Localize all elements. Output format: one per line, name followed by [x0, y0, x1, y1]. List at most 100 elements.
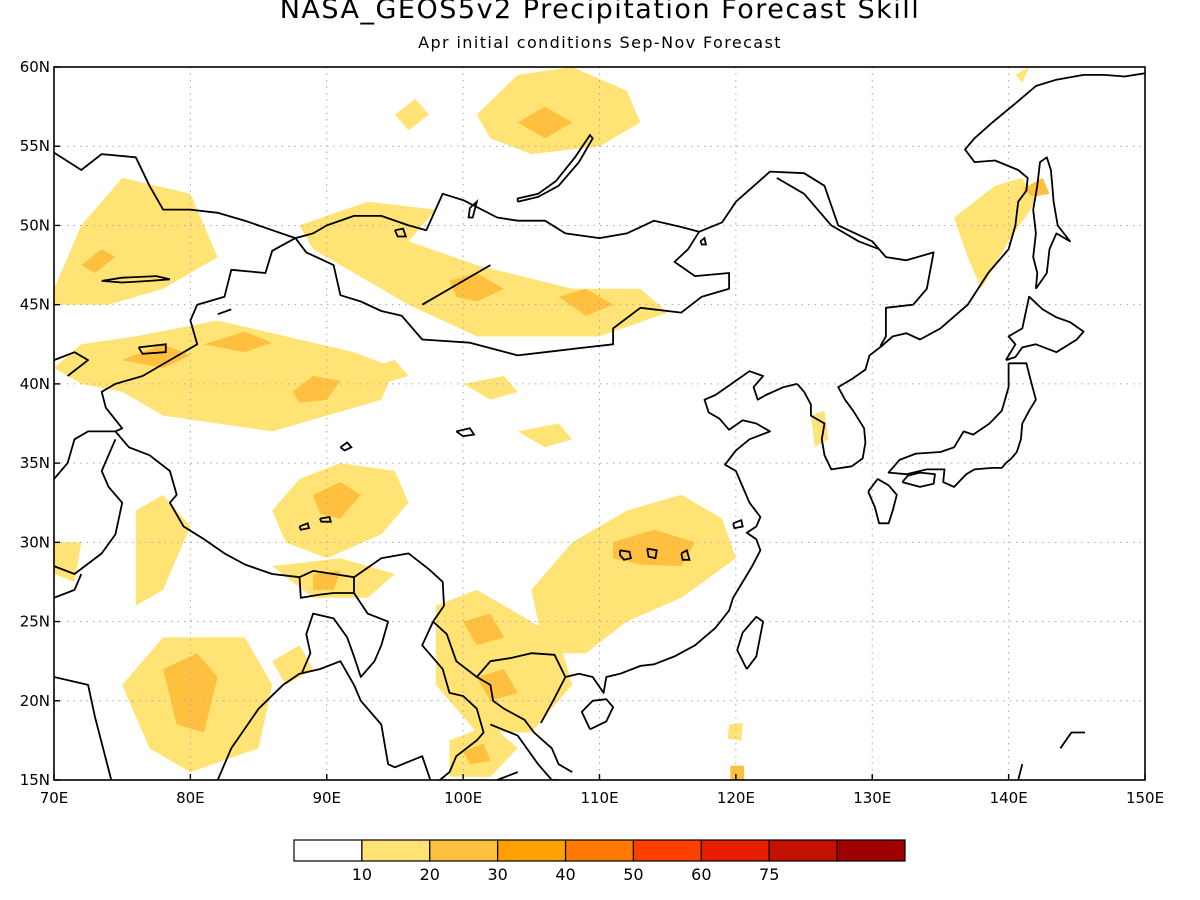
- lat-tick-label-40: 40N: [20, 375, 50, 393]
- skill-region-30: [463, 376, 518, 400]
- skill-region-1: [54, 177, 218, 305]
- skill-region-35: [810, 410, 829, 448]
- coastline-5: [540, 370, 798, 724]
- colorbar-swatch-8: [768, 839, 838, 862]
- coastline-12: [867, 478, 898, 525]
- skill-region-37: [730, 765, 745, 780]
- lake-outline-12: [394, 227, 408, 238]
- skill-shading-layer: [54, 67, 1050, 780]
- lon-tick-label-70: 70E: [40, 789, 69, 807]
- lake-outline-2: [137, 343, 167, 355]
- colorbar-swatch-6: [632, 839, 702, 862]
- lake-outline-4: [339, 441, 353, 452]
- lon-tick-label-80: 80E: [176, 789, 205, 807]
- colorbar-label-20: 20: [420, 865, 440, 884]
- coastline-26: [421, 621, 485, 780]
- coastline-7: [580, 698, 614, 731]
- lake-outline-5: [455, 427, 476, 438]
- lon-tick-label-150: 150E: [1126, 789, 1164, 807]
- skill-region-36: [727, 723, 743, 741]
- lon-tick-label-120: 120E: [717, 789, 755, 807]
- colorbar-label-10: 10: [352, 865, 372, 884]
- coastline-10: [1005, 295, 1085, 361]
- colorbar-label-75: 75: [759, 865, 779, 884]
- skill-region-10: [122, 344, 191, 368]
- lake-outline-7: [319, 515, 332, 523]
- colorbar-swatch-2: [361, 839, 431, 862]
- colorbar-swatch-3: [429, 839, 499, 862]
- coastline-20: [54, 351, 89, 377]
- lake-outline-14: [699, 236, 708, 246]
- skill-region-13: [367, 360, 409, 384]
- coastline-25: [54, 438, 124, 575]
- skill-region-8: [558, 288, 614, 316]
- lake-outline-1: [516, 133, 594, 203]
- skill-region-3: [476, 67, 641, 155]
- skill-region-5: [394, 98, 429, 131]
- coastline-8: [736, 615, 764, 670]
- lake-outline-13: [467, 198, 479, 219]
- lake-outline-8: [619, 549, 632, 561]
- coastline-24: [301, 592, 390, 678]
- colorbar-swatch-1: [293, 839, 363, 862]
- latitude-axis: 15N 20N 25N 30N 35N 40N 45N 50N 55N 60N: [20, 58, 60, 789]
- colorbar-label-60: 60: [691, 865, 711, 884]
- colorbar: 10 20 30 40 50 60 75: [293, 839, 906, 884]
- lat-tick-label-60: 60N: [20, 58, 50, 76]
- coastline-4: [496, 771, 519, 780]
- coastline-22: [428, 568, 567, 678]
- skill-region-11: [204, 331, 273, 353]
- coastline-23: [298, 577, 355, 599]
- colorbar-label-40: 40: [555, 865, 575, 884]
- coastline-32: [217, 308, 232, 316]
- skill-region-25: [476, 669, 518, 701]
- colorbar-label-50: 50: [623, 865, 643, 884]
- lon-tick-label-130: 130E: [853, 789, 891, 807]
- coastline-29: [776, 177, 880, 251]
- skill-region-28: [531, 494, 736, 654]
- coastline-16: [54, 151, 296, 239]
- coastline-1: [54, 676, 113, 780]
- skill-region-29: [613, 529, 695, 567]
- skill-region-22: [272, 645, 314, 685]
- skill-region-31: [517, 423, 573, 448]
- lat-tick-label-35: 35N: [20, 454, 50, 472]
- skill-region-34: [1015, 67, 1030, 83]
- coastline-9: [1032, 156, 1071, 290]
- lat-tick-label-20: 20N: [20, 692, 50, 710]
- lake-outline-9: [646, 547, 658, 560]
- lake-outline-11: [732, 518, 744, 530]
- coastline-13: [901, 471, 936, 488]
- skill-region-21: [163, 653, 218, 733]
- skill-region-17: [313, 570, 341, 590]
- longitude-axis: 70E 80E 90E 100E 110E 120E 130E 140E 150E: [40, 774, 1164, 807]
- coastline-17: [295, 170, 935, 347]
- skill-region-19: [54, 542, 82, 582]
- map-subtitle: Apr initial conditions Sep-Nov Forecast: [418, 33, 782, 52]
- coastline-6: [796, 72, 1145, 471]
- coastline-30: [54, 573, 83, 599]
- lake-outline-6: [298, 522, 311, 531]
- coastline-18: [294, 231, 730, 357]
- coastline-2: [216, 660, 432, 780]
- skill-region-9: [54, 320, 395, 432]
- lat-tick-label-15: 15N: [20, 771, 50, 789]
- skill-region-27: [463, 743, 491, 765]
- coastlines-borders: [54, 72, 1145, 780]
- lon-tick-label-110: 110E: [580, 789, 618, 807]
- lake-outline-10: [680, 548, 691, 561]
- colorbar-swatch-7: [700, 839, 770, 862]
- skill-region-4: [517, 106, 573, 139]
- colorbar-swatch-4: [497, 839, 567, 862]
- skill-region-15: [313, 482, 361, 519]
- skill-region-2: [81, 249, 116, 273]
- skill-region-18: [135, 494, 191, 606]
- coastline-28: [490, 723, 559, 780]
- skill-region-32: [954, 177, 1036, 289]
- lat-tick-label-30: 30N: [20, 533, 50, 551]
- lat-tick-label-45: 45N: [20, 296, 50, 314]
- lake-outline-3: [101, 275, 171, 284]
- lat-tick-label-55: 55N: [20, 137, 50, 155]
- coastline-19: [54, 237, 296, 480]
